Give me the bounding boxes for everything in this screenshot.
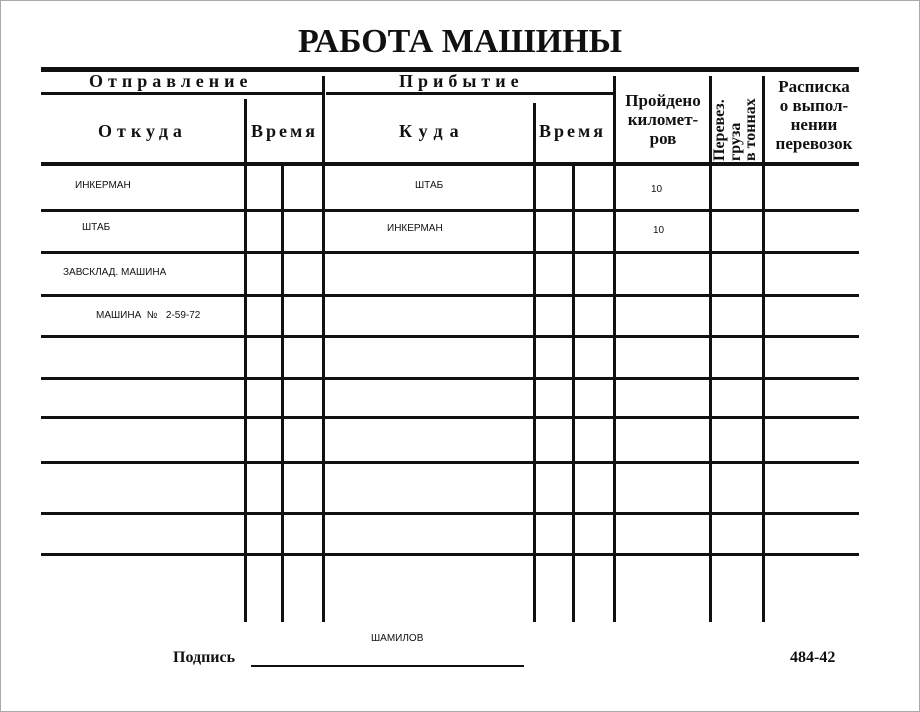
row-1-to: ШТАБ <box>415 180 444 191</box>
header-time-departure: Время <box>251 121 319 141</box>
col-divider <box>244 99 247 622</box>
row-rule <box>41 209 859 212</box>
header-from: Откуда <box>98 121 187 141</box>
row-2-from: ШТАБ <box>82 222 111 233</box>
row-3-from: ЗАВСКЛАД. МАШИНА <box>63 267 167 278</box>
row-rule <box>41 294 859 297</box>
header-cargo-line: груза <box>727 122 744 161</box>
row-rule <box>41 377 859 380</box>
header-cargo: Перевез. груза в тоннах <box>711 81 761 161</box>
header-receipt-line: нении <box>790 115 838 134</box>
header-km-line: километ- <box>627 110 699 129</box>
form-number: 484-42 <box>790 649 836 666</box>
row-rule <box>41 251 859 254</box>
row-rule <box>41 512 859 515</box>
header-receipt: Расписка о выпол- нении перевозок <box>766 77 862 153</box>
row-2-km: 10 <box>653 225 665 236</box>
header-cargo-line: в тоннах <box>742 98 759 161</box>
header-receipt-line: Расписка <box>778 77 850 96</box>
arrival-rule <box>326 92 614 95</box>
top-rule <box>41 67 859 72</box>
col-divider <box>281 164 284 622</box>
header-bottom-rule <box>41 162 859 166</box>
signature-value: ШАМИЛОВ <box>371 633 424 644</box>
col-divider <box>322 76 325 622</box>
header-to: Куда <box>399 121 466 141</box>
col-divider <box>572 164 575 622</box>
header-cargo-line: Перевез. <box>711 99 728 161</box>
col-divider <box>709 76 712 622</box>
header-km: Пройдено километ- ров <box>617 91 709 148</box>
row-4-from: МАШИНА № 2-59-72 <box>96 310 201 321</box>
col-divider <box>762 76 765 622</box>
header-departure: Отправление <box>89 71 253 91</box>
header-arrival: Прибытие <box>399 71 524 91</box>
signature-label: Подпись <box>173 649 236 666</box>
header-km-line: Пройдено <box>625 91 701 110</box>
col-divider <box>533 103 536 622</box>
header-time-arrival: Время <box>539 121 607 141</box>
header-receipt-line: перевозок <box>775 134 853 153</box>
row-rule <box>41 461 859 464</box>
form-title: РАБОТА МАШИНЫ <box>298 23 622 60</box>
row-rule <box>41 553 859 556</box>
row-1-from: ИНКЕРМАН <box>75 180 131 191</box>
row-2-to: ИНКЕРМАН <box>387 223 443 234</box>
row-1-km: 10 <box>651 184 663 195</box>
header-km-line: ров <box>649 129 677 148</box>
col-divider <box>613 76 616 622</box>
signature-line <box>251 665 524 667</box>
departure-rule <box>41 92 323 95</box>
row-rule <box>41 335 859 338</box>
row-rule <box>41 416 859 419</box>
header-receipt-line: о выпол- <box>779 96 849 115</box>
